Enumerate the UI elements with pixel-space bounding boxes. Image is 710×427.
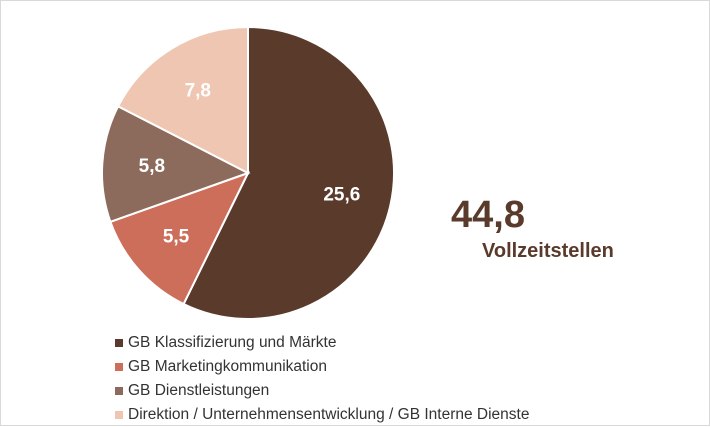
legend-item-klassifizierung: GB Klassifizierung und Märkte [115,331,529,355]
slice-label-marketing: 5,5 [163,227,190,248]
legend: GB Klassifizierung und Märkte GB Marketi… [115,331,529,427]
legend-swatch [115,339,123,347]
pie-slice-klassifizierung [182,25,395,320]
total-label: Vollzeitstellen [482,240,614,262]
slice-label-klassifizierung: 25,6 [323,184,360,205]
legend-label: Direktion / Unternehmensentwicklung / GB… [128,406,530,423]
legend-label: GB Dienstleistungen [128,382,270,399]
legend-swatch [115,363,123,371]
slice-label-dienstleistungen: 5,8 [139,156,165,177]
pie-slice-direktion [116,25,249,175]
slice-label-direktion: 7,8 [185,80,211,101]
legend-swatch [115,387,123,395]
pie-slice-marketing [109,171,250,306]
legend-item-marketing: GB Marketingkommunikation [115,355,529,379]
legend-label: GB Marketingkommunikation [128,358,327,375]
legend-item-dienstleistungen: GB Dienstleistungen [115,379,529,403]
legend-label: GB Klassifizierung und Märkte [128,334,337,351]
total-value: 44,8 [451,194,525,236]
legend-swatch [115,411,123,419]
pie-slice-dienstleistungen [101,104,251,224]
legend-item-direktion: Direktion / Unternehmensentwicklung / GB… [115,403,529,427]
